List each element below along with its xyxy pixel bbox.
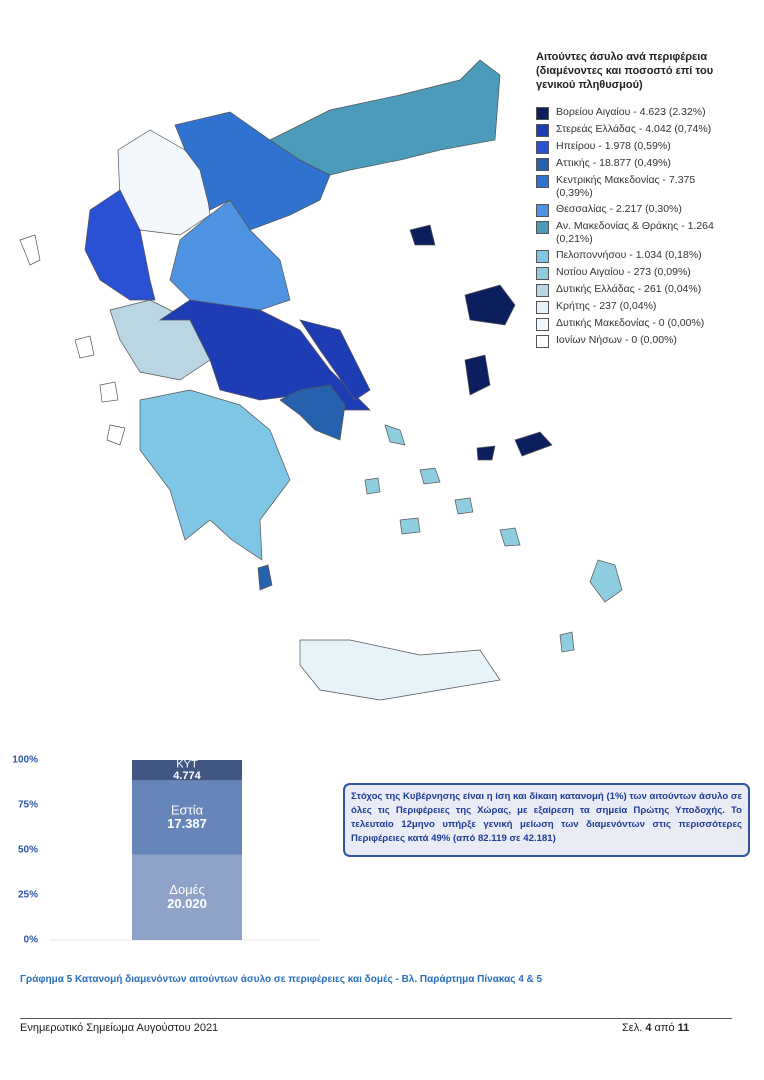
y-tick-label: 0% (24, 935, 39, 946)
segment-name: ΚΥΤ (176, 759, 198, 771)
region (269, 59, 501, 176)
region (499, 527, 521, 547)
region (384, 424, 406, 446)
legend-label: Βορείου Αιγαίου - 4.623 (2.32%) (556, 106, 706, 118)
legend-item: Κεντρικής Μακεδονίας - 7.375 (0,39%) (536, 174, 716, 200)
region (559, 631, 575, 653)
page-number: 4 (645, 1022, 652, 1034)
caption: Γράφημα 5 Κατανομή διαμενόντων αιτούντων… (20, 974, 543, 985)
footer-left: Ενημερωτικό Σημείωμα Αυγούστου 2021 (20, 1022, 219, 1034)
footer-rule (20, 1018, 732, 1019)
legend-item: Νοτίου Αιγαίου - 273 (0,09%) (536, 266, 716, 280)
segment-name: Δομές (169, 882, 204, 897)
legend-label: Νοτίου Αιγαίου - 273 (0,09%) (556, 266, 691, 278)
region (464, 354, 491, 396)
region (19, 234, 41, 266)
page-of: από (654, 1022, 675, 1034)
region (364, 477, 381, 495)
region (74, 335, 95, 359)
legend-swatch (536, 107, 549, 120)
legend-label: Αν. Μακεδονίας & Θράκης - 1.264 (0,21%) (556, 220, 714, 245)
y-tick-label: 50% (18, 845, 38, 856)
legend-item: Στερεάς Ελλάδας - 4.042 (0,74%) (536, 123, 716, 137)
map-legend: Αιτούντες άσυλο ανά περιφέρεια (διαμένον… (536, 50, 716, 351)
legend-label: Δυτικής Ελλάδας - 261 (0,04%) (556, 283, 702, 295)
legend-swatch (536, 301, 549, 314)
region (454, 497, 474, 515)
legend-swatch (536, 141, 549, 154)
y-tick-label: 75% (18, 800, 38, 811)
page-total: 11 (677, 1022, 690, 1034)
legend-label: Στερεάς Ελλάδας - 4.042 (0,74%) (556, 123, 712, 135)
y-tick-label: 25% (18, 890, 38, 901)
data-label: 4.774 (173, 770, 201, 782)
legend-swatch (536, 221, 549, 234)
legend-item: Πελοποννήσου - 1.034 (0,18%) (536, 249, 716, 263)
legend-swatch (536, 284, 549, 297)
legend-item: Ιονίων Νήσων - 0 (0,00%) (536, 334, 716, 348)
y-tick-label: 100% (12, 755, 38, 766)
region (589, 559, 623, 603)
legend-label: Ηπείρου - 1.978 (0,59%) (556, 140, 671, 152)
region (257, 564, 273, 591)
region (514, 431, 553, 457)
legend-label: Ιονίων Νήσων - 0 (0,00%) (556, 334, 677, 346)
legend-label: Πελοποννήσου - 1.034 (0,18%) (556, 249, 702, 261)
legend-swatch (536, 124, 549, 137)
legend-label: Κεντρικής Μακεδονίας - 7.375 (0,39%) (556, 174, 696, 199)
legend-swatch (536, 318, 549, 331)
legend-item: Δυτικής Μακεδονίας - 0 (0,00%) (536, 317, 716, 331)
legend-item: Βορείου Αιγαίου - 4.623 (2.32%) (536, 106, 716, 120)
legend-item: Κρήτης - 237 (0,04%) (536, 300, 716, 314)
region (476, 445, 496, 461)
data-label: 17.387 (167, 816, 207, 831)
legend-label: Δυτικής Μακεδονίας - 0 (0,00%) (556, 317, 705, 329)
region (399, 517, 421, 535)
footer-page: Σελ. 4 από 11 (622, 1022, 689, 1034)
legend-item: Ηπείρου - 1.978 (0,59%) (536, 140, 716, 154)
region (106, 424, 126, 446)
legend-label: Αττικής - 18.877 (0,49%) (556, 157, 671, 169)
legend-swatch (536, 175, 549, 188)
region (419, 467, 441, 485)
region (279, 384, 346, 441)
bar-segment (132, 854, 242, 940)
legend-item: Αν. Μακεδονίας & Θράκης - 1.264 (0,21%) (536, 220, 716, 246)
bar-segment (132, 760, 242, 781)
legend-title: Αιτούντες άσυλο ανά περιφέρεια (διαμένον… (536, 51, 714, 91)
legend-swatch (536, 204, 549, 217)
segment-name: Εστία (171, 802, 204, 817)
map (19, 59, 623, 701)
note-box: Στόχος της Κυβέρνησης είναι η ίση και δί… (343, 783, 750, 857)
region (299, 639, 501, 701)
region (99, 381, 119, 403)
region (299, 319, 371, 401)
legend-swatch (536, 335, 549, 348)
legend-label: Κρήτης - 237 (0,04%) (556, 300, 657, 312)
region (139, 389, 291, 561)
bar-segment (132, 780, 242, 855)
data-label: 20.020 (167, 896, 207, 911)
page-prefix: Σελ. (622, 1022, 643, 1034)
legend-swatch (536, 158, 549, 171)
legend-item: Θεσσαλίας - 2.217 (0,30%) (536, 203, 716, 217)
legend-item: Δυτικής Ελλάδας - 261 (0,04%) (536, 283, 716, 297)
legend-swatch (536, 250, 549, 263)
legend-item: Αττικής - 18.877 (0,49%) (536, 157, 716, 171)
region (464, 284, 516, 326)
region (409, 224, 436, 246)
region (84, 189, 156, 301)
legend-label: Θεσσαλίας - 2.217 (0,30%) (556, 203, 682, 215)
legend-swatch (536, 267, 549, 280)
